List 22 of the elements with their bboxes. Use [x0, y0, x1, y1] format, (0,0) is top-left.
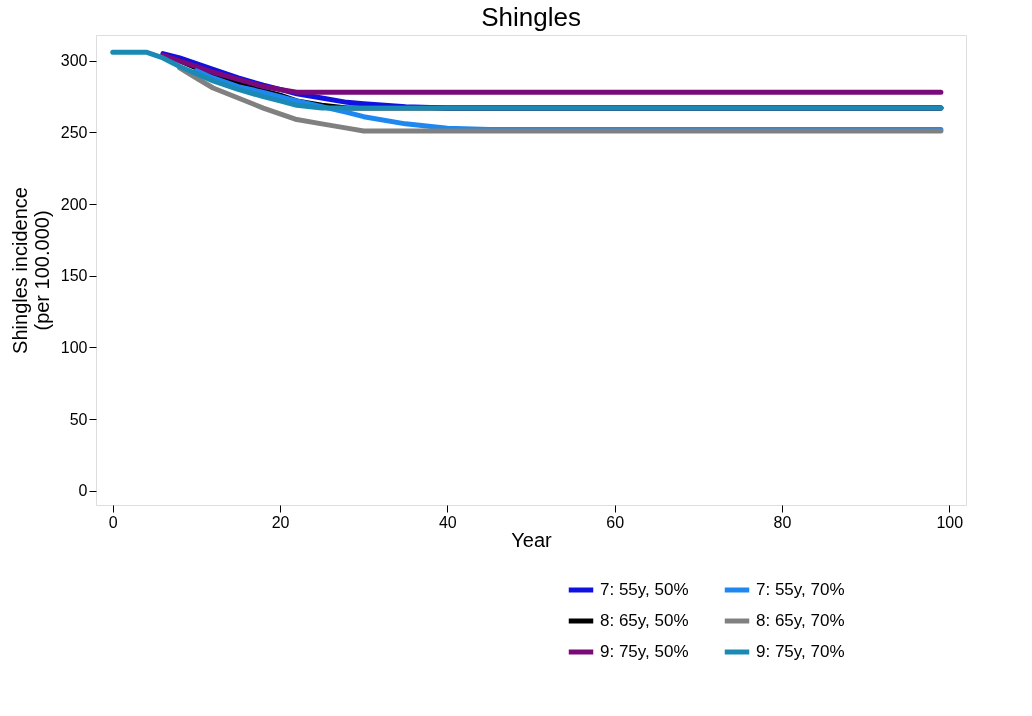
legend-label: 8: 65y, 70%	[756, 611, 845, 630]
y-tick-label: 250	[60, 123, 88, 141]
y-axis-title: Shingles incidence (per 100.000)	[8, 187, 53, 354]
legend-label: 9: 75y, 70%	[756, 642, 845, 661]
x-tick-label: 20	[271, 513, 290, 531]
y-tick-label: 150	[60, 267, 88, 285]
legend-label: 9: 75y, 50%	[600, 642, 689, 661]
y-tick-label: 300	[60, 52, 88, 70]
x-tick-label: 0	[108, 513, 118, 531]
y-tick-label: 200	[60, 195, 88, 213]
legend-label: 7: 55y, 70%	[756, 580, 845, 599]
x-tick-label: 60	[606, 513, 625, 531]
x-tick-label: 100	[936, 513, 964, 531]
y-tick-label: 0	[78, 482, 88, 500]
chart-title: Shingles	[481, 2, 581, 32]
x-axis-title: Year	[511, 528, 553, 551]
y-tick-label: 50	[69, 410, 88, 428]
legend-label: 7: 55y, 50%	[600, 580, 689, 599]
y-tick-label: 100	[60, 338, 88, 356]
x-tick-label: 80	[773, 513, 792, 531]
legend-label: 8: 65y, 50%	[600, 611, 689, 630]
x-tick-label: 40	[438, 513, 457, 531]
